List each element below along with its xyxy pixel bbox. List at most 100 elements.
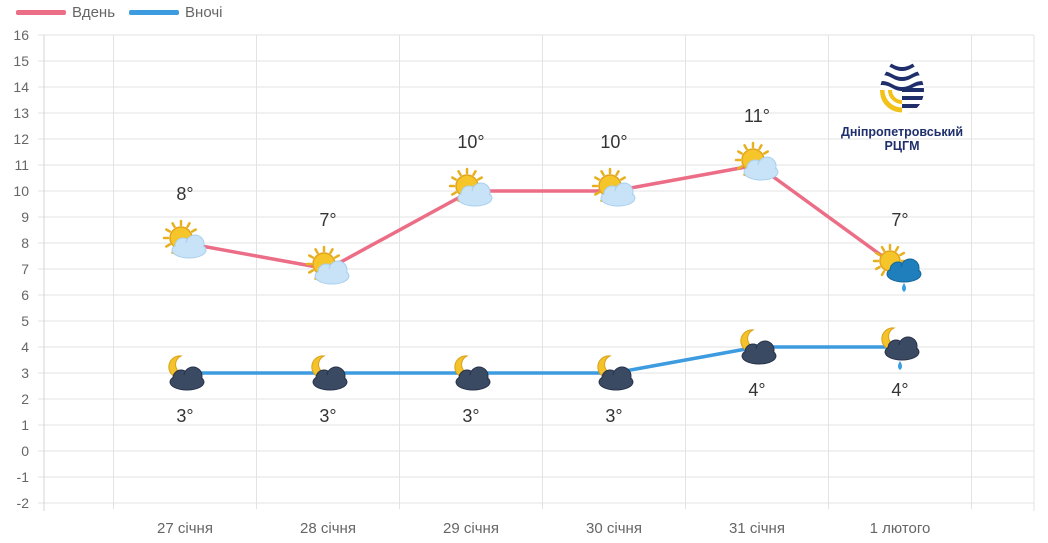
- logo-text: Дніпропетровський РЦГМ: [828, 125, 976, 153]
- cloud-icon: [171, 234, 207, 259]
- cloud-fill: [743, 349, 775, 363]
- sun-ray: [191, 228, 197, 233]
- x-tick-label: 28 січня: [300, 520, 356, 537]
- x-tick-label: 29 січня: [443, 520, 499, 537]
- sun-ray: [171, 222, 176, 228]
- night-temp-label: 3°: [319, 406, 336, 426]
- sun-ray: [874, 251, 881, 257]
- sun-ray: [308, 254, 314, 259]
- cloud-fill: [602, 191, 634, 205]
- cloud-fill: [886, 345, 918, 359]
- y-tick-label: 0: [21, 443, 29, 459]
- moon-cloud-icon: [740, 329, 777, 365]
- sun-ray: [899, 251, 906, 257]
- sun-ray: [334, 254, 340, 259]
- legend-item-night[interactable]: Вночі: [129, 4, 222, 21]
- x-tick-label: 27 січня: [157, 520, 213, 537]
- y-tick-label: -1: [17, 469, 30, 485]
- sun-ray: [600, 170, 605, 176]
- sun-ray: [758, 144, 763, 150]
- day-temp-label: 10°: [600, 132, 627, 152]
- cloud-icon: [312, 366, 348, 391]
- cloud-fill: [171, 375, 203, 389]
- sun-ray: [894, 245, 900, 252]
- sun-ray: [451, 176, 457, 181]
- sun-ray: [477, 176, 483, 181]
- y-tick-label: 11: [14, 157, 29, 173]
- logo-line-2: РЦГМ: [884, 139, 920, 153]
- y-tick-label: 3: [21, 365, 29, 381]
- cloud-icon: [455, 366, 491, 391]
- night-temp-label: 3°: [462, 406, 479, 426]
- cloud-icon: [743, 156, 779, 181]
- moon-cloud-icon: [454, 355, 491, 391]
- cloud-icon: [169, 366, 205, 391]
- sun-ray: [743, 144, 748, 150]
- legend-swatch-night: [129, 10, 180, 15]
- cloud-icon: [598, 366, 634, 391]
- x-tick-label: 31 січня: [729, 520, 785, 537]
- cloud-fill: [173, 243, 205, 257]
- moon-cloud-icon: [311, 355, 348, 391]
- legend-item-day[interactable]: Вдень: [16, 4, 115, 21]
- temperature-labels: 8° 7° 10° 10° 11° 7° 3° 3° 3° 3° 4° 4°: [176, 106, 908, 426]
- weather-icons: [162, 141, 922, 391]
- moon-rain-cloud-icon: [881, 327, 920, 370]
- night-temp-label: 3°: [176, 406, 193, 426]
- night-series-line: [183, 345, 902, 375]
- cloud-icon: [600, 182, 636, 207]
- sun-ray: [308, 269, 314, 274]
- cloud-fill: [457, 375, 489, 389]
- y-tick-label: 12: [13, 131, 29, 147]
- legend-label-day: Вдень: [72, 4, 116, 21]
- sun-ray: [594, 176, 600, 181]
- logo-line-1: Дніпропетровський: [840, 125, 964, 139]
- sun-ray: [874, 265, 881, 271]
- sun-cloud-icon: [162, 219, 207, 259]
- cloud-fill: [314, 375, 346, 389]
- y-tick-label: 10: [13, 183, 29, 199]
- night-temp-label: 3°: [605, 406, 622, 426]
- x-axis: 27 січня 28 січня 29 січня 30 січня 31 січня…: [157, 520, 930, 537]
- y-tick-label: 6: [21, 287, 29, 303]
- y-tick-label: 14: [13, 79, 29, 95]
- y-tick-label: 9: [21, 209, 29, 225]
- x-tick-label: 30 січня: [586, 520, 642, 537]
- sun-ray: [451, 191, 457, 196]
- legend-swatch-day: [16, 10, 66, 15]
- y-tick-label: 5: [21, 313, 29, 329]
- cloud-fill: [316, 269, 348, 283]
- rain-drop: [902, 283, 906, 292]
- night-temp-label: 4°: [891, 380, 908, 400]
- cloud-fill: [600, 375, 632, 389]
- cloud-fill: [459, 191, 491, 205]
- y-tick-label: -2: [17, 495, 30, 511]
- day-temp-label: 11°: [744, 106, 770, 126]
- sun-rain-cloud-icon: [872, 243, 922, 292]
- y-tick-label: 2: [21, 391, 29, 407]
- cloud-icon: [884, 336, 920, 361]
- legend-label-night: Вночі: [185, 4, 223, 21]
- sun-ray: [165, 228, 171, 233]
- cloud-icon: [741, 340, 777, 365]
- y-tick-label: 8: [21, 235, 29, 251]
- sun-ray: [620, 176, 626, 181]
- sun-ray: [880, 245, 886, 252]
- x-tick-label: 1 лютого: [870, 520, 931, 537]
- sun-ray: [329, 248, 334, 254]
- sun-ray: [472, 170, 477, 176]
- sun-ray: [314, 248, 319, 254]
- sun-ray: [615, 170, 620, 176]
- sun-ray: [880, 270, 886, 277]
- sun-ray: [457, 170, 462, 176]
- y-tick-label: 1: [21, 417, 29, 433]
- y-tick-label: 4: [21, 339, 29, 355]
- y-tick-label: 7: [21, 261, 29, 277]
- y-tick-label: 13: [13, 105, 29, 121]
- sun-ray: [165, 243, 171, 248]
- drop-logo-icon: [880, 46, 924, 114]
- day-series-line: [183, 163, 902, 271]
- sun-ray: [763, 150, 769, 155]
- sun-ray: [186, 222, 191, 228]
